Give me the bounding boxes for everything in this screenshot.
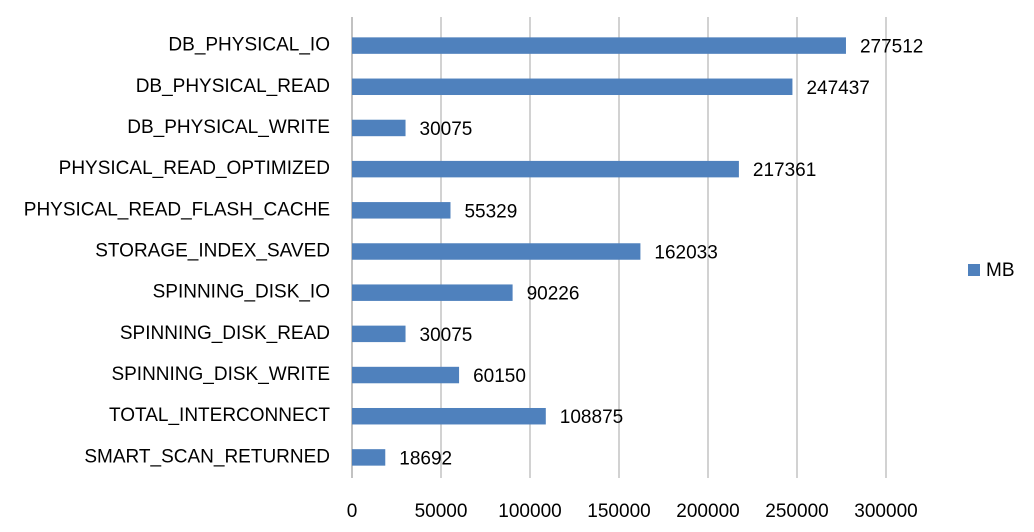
bar (352, 119, 406, 137)
bar (352, 284, 513, 301)
data-label: 18692 (399, 448, 452, 469)
x-tick-label: 150000 (587, 501, 650, 522)
y-tick-label: DB_PHYSICAL_WRITE (127, 117, 330, 138)
data-label: 277512 (860, 37, 923, 58)
data-label: 30075 (420, 119, 473, 140)
x-tick-label: 200000 (676, 501, 739, 522)
bar (352, 325, 406, 343)
data-label: 217361 (753, 160, 816, 181)
data-label: 162033 (654, 243, 717, 264)
data-label: 90226 (527, 284, 580, 305)
bar (352, 160, 739, 178)
y-tick-label: SMART_SCAN_RETURNED (84, 446, 330, 467)
data-label: 55329 (464, 201, 517, 222)
x-tick-label: 50000 (415, 501, 468, 522)
legend-swatch (968, 264, 980, 276)
x-tick-label: 100000 (498, 501, 561, 522)
data-label: 60150 (473, 366, 526, 387)
y-tick-label: STORAGE_INDEX_SAVED (95, 241, 330, 262)
legend-label: MB (986, 260, 1015, 281)
x-tick-label: 0 (347, 501, 358, 522)
bar (352, 243, 641, 260)
y-tick-label: SPINNING_DISK_WRITE (111, 364, 330, 385)
bar (352, 407, 546, 425)
data-label: 30075 (420, 325, 473, 346)
bar (352, 37, 846, 54)
y-tick-label: PHYSICAL_READ_FLASH_CACHE (24, 199, 330, 220)
data-label: 108875 (560, 407, 623, 428)
x-tick-label: 250000 (765, 501, 828, 522)
bar (352, 449, 386, 466)
y-tick-label: PHYSICAL_READ_OPTIMIZED (59, 158, 330, 179)
y-tick-label: SPINNING_DISK_READ (120, 323, 330, 344)
y-tick-label: TOTAL_INTERCONNECT (109, 405, 330, 426)
y-tick-label: SPINNING_DISK_IO (153, 282, 330, 303)
bar (352, 202, 451, 219)
y-tick-label: DB_PHYSICAL_IO (168, 35, 330, 56)
x-tick-label: 300000 (854, 501, 917, 522)
bar (352, 366, 460, 384)
y-tick-label: DB_PHYSICAL_READ (136, 76, 330, 97)
data-label: 247437 (806, 78, 869, 99)
bar (352, 78, 793, 96)
